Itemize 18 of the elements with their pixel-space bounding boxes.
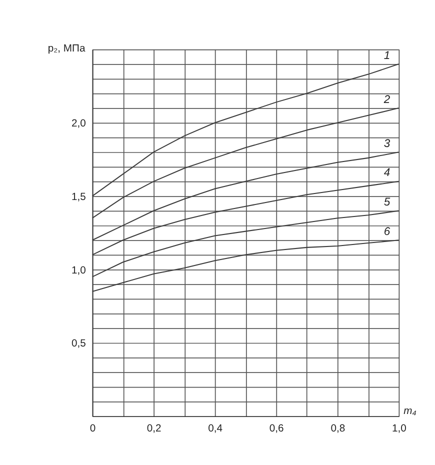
x-tick-label: 0,4 bbox=[208, 423, 223, 434]
series-label: 5 bbox=[384, 196, 391, 209]
x-tick-label: 1,0 bbox=[392, 423, 407, 434]
x-tick-label: 0 bbox=[90, 423, 96, 434]
y-tick-label: 1,5 bbox=[71, 192, 86, 203]
y-tick-label: 2,0 bbox=[71, 118, 86, 130]
series-label: 4 bbox=[384, 167, 390, 180]
x-tick-label: 0,2 bbox=[146, 423, 162, 434]
series-label: 2 bbox=[382, 94, 391, 106]
y-tick-label: 1,0 bbox=[71, 265, 86, 276]
series-label: 6 bbox=[384, 226, 391, 238]
x-axis-title: m₄ bbox=[404, 406, 416, 418]
series-label: 1 bbox=[384, 50, 390, 62]
y-axis-title: p₂, МПа bbox=[48, 44, 86, 55]
series-label: 3 bbox=[384, 138, 391, 150]
x-tick-label: 0,6 bbox=[269, 423, 284, 434]
x-tick-label: 0,8 bbox=[330, 423, 346, 434]
y-tick-label: 0,5 bbox=[71, 338, 86, 350]
